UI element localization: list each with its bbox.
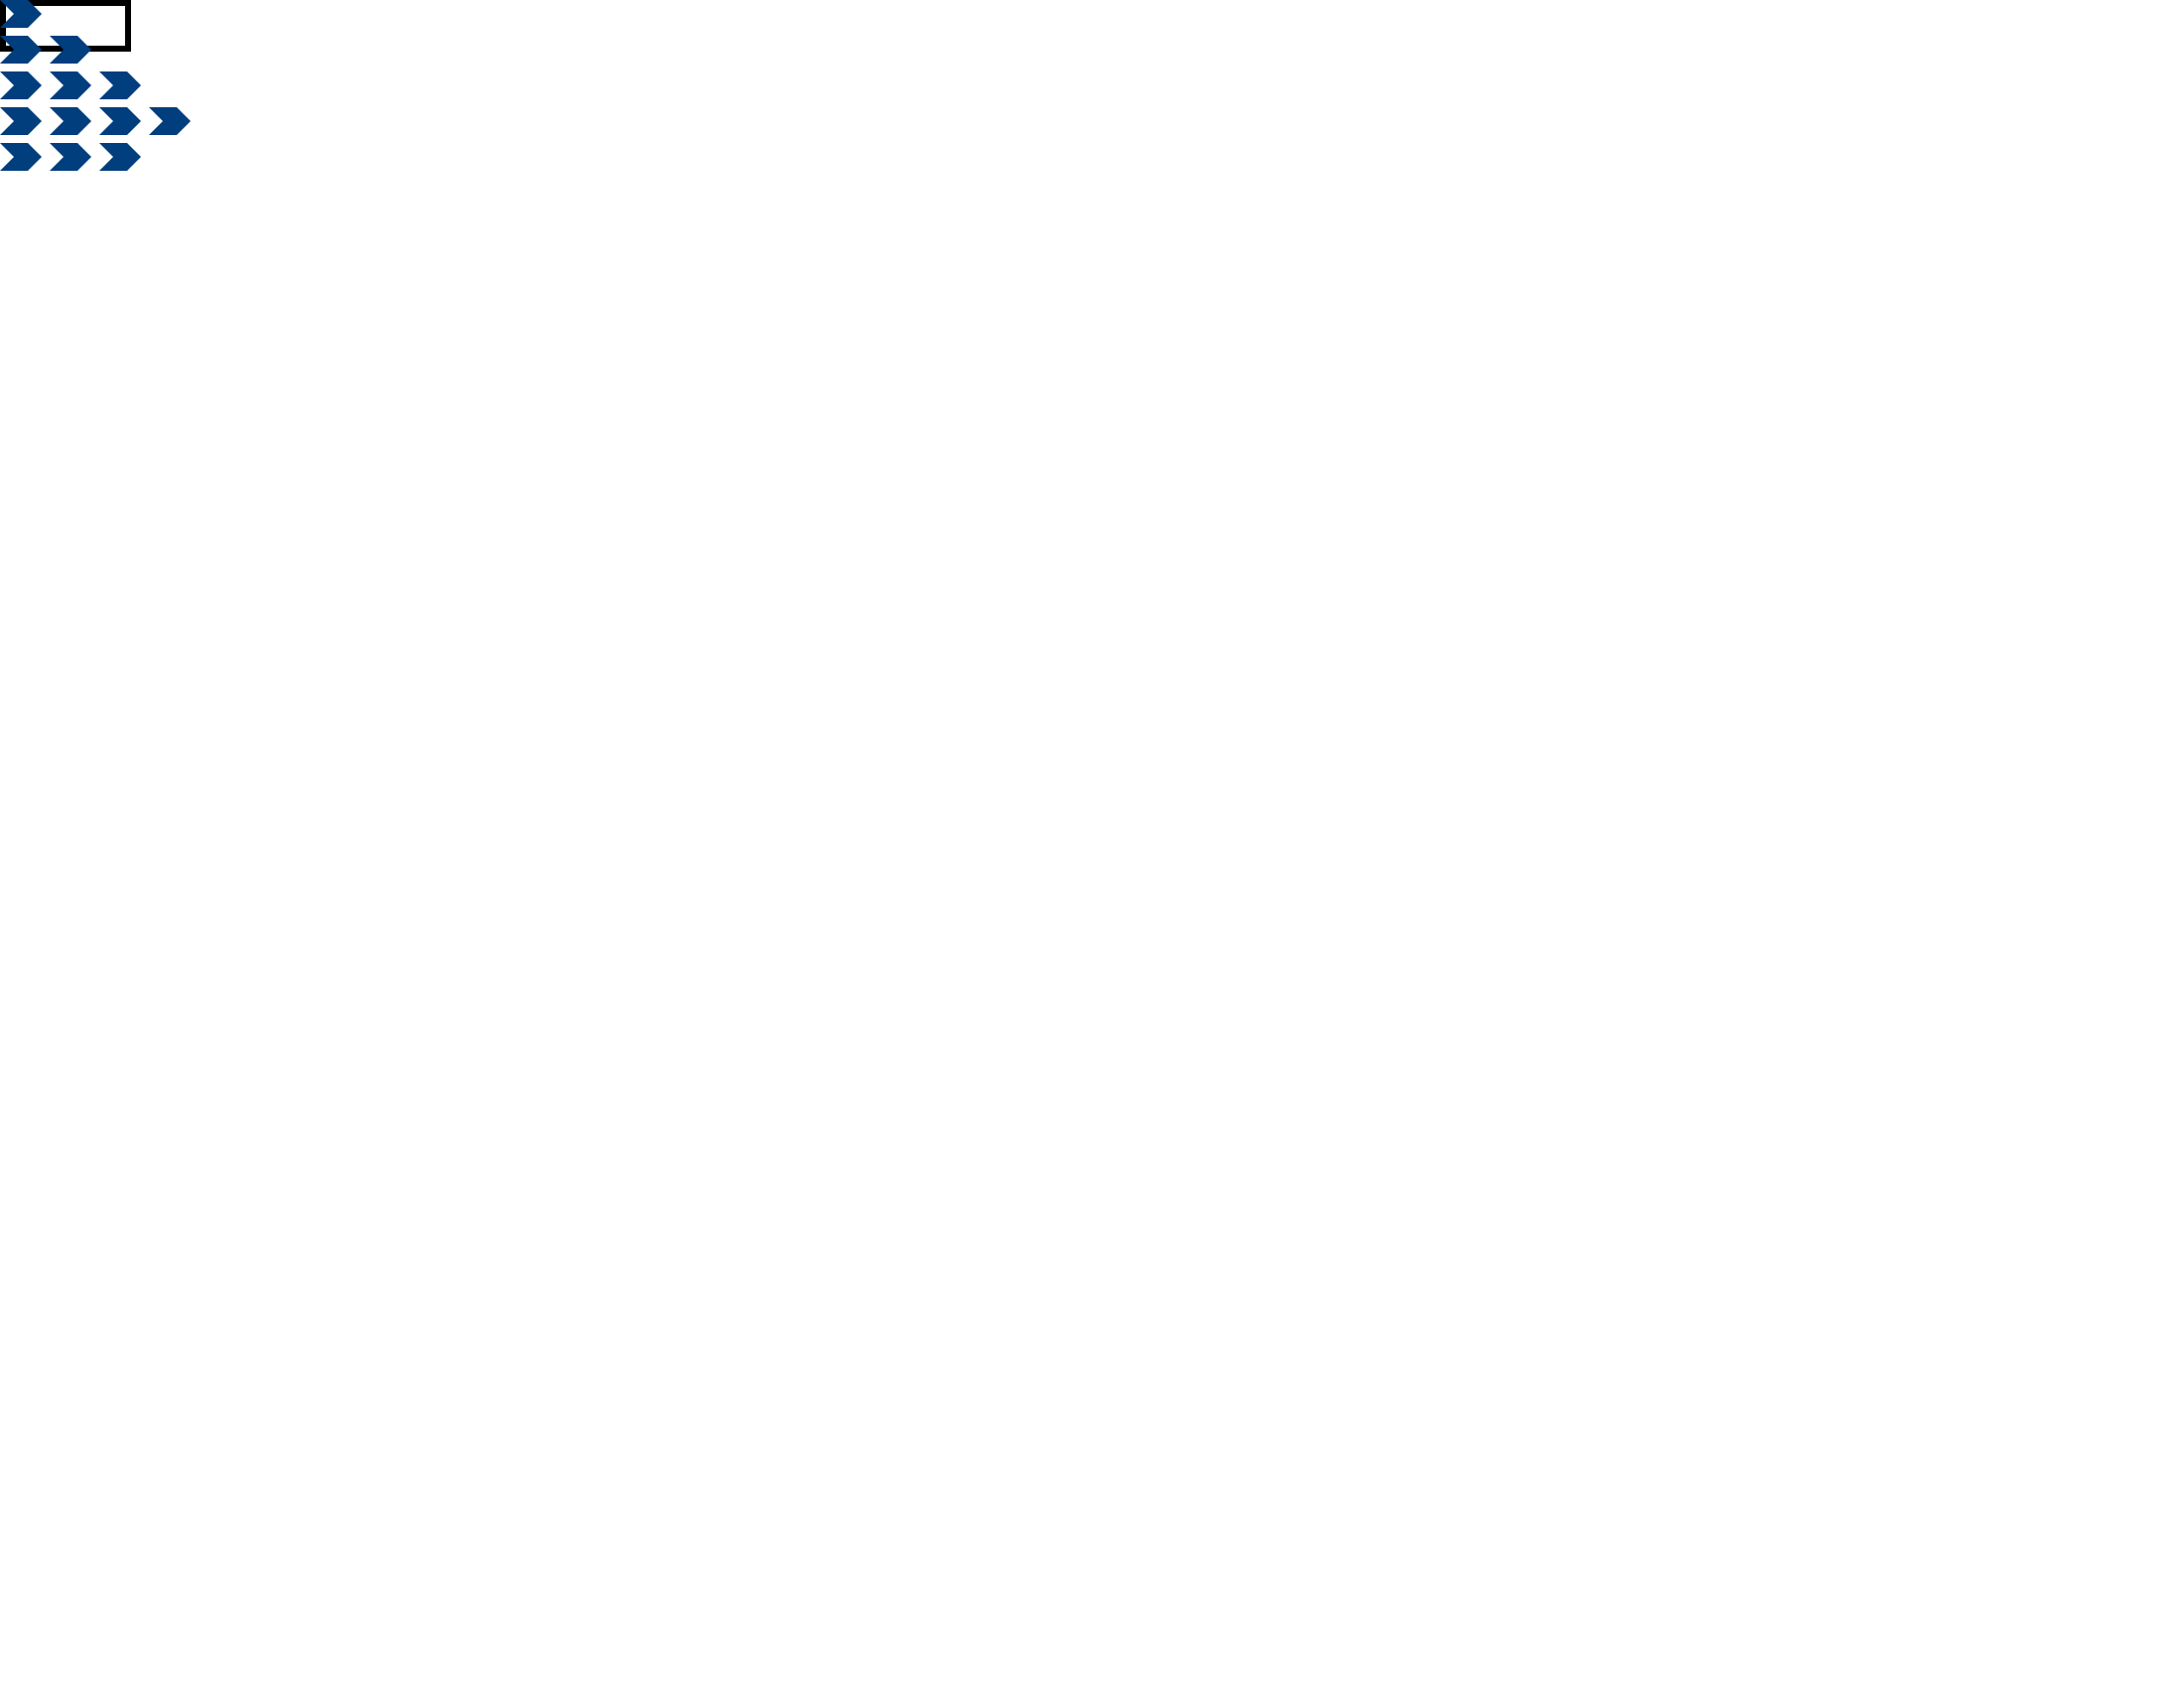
arrow-pattern-icon (0, 0, 199, 179)
